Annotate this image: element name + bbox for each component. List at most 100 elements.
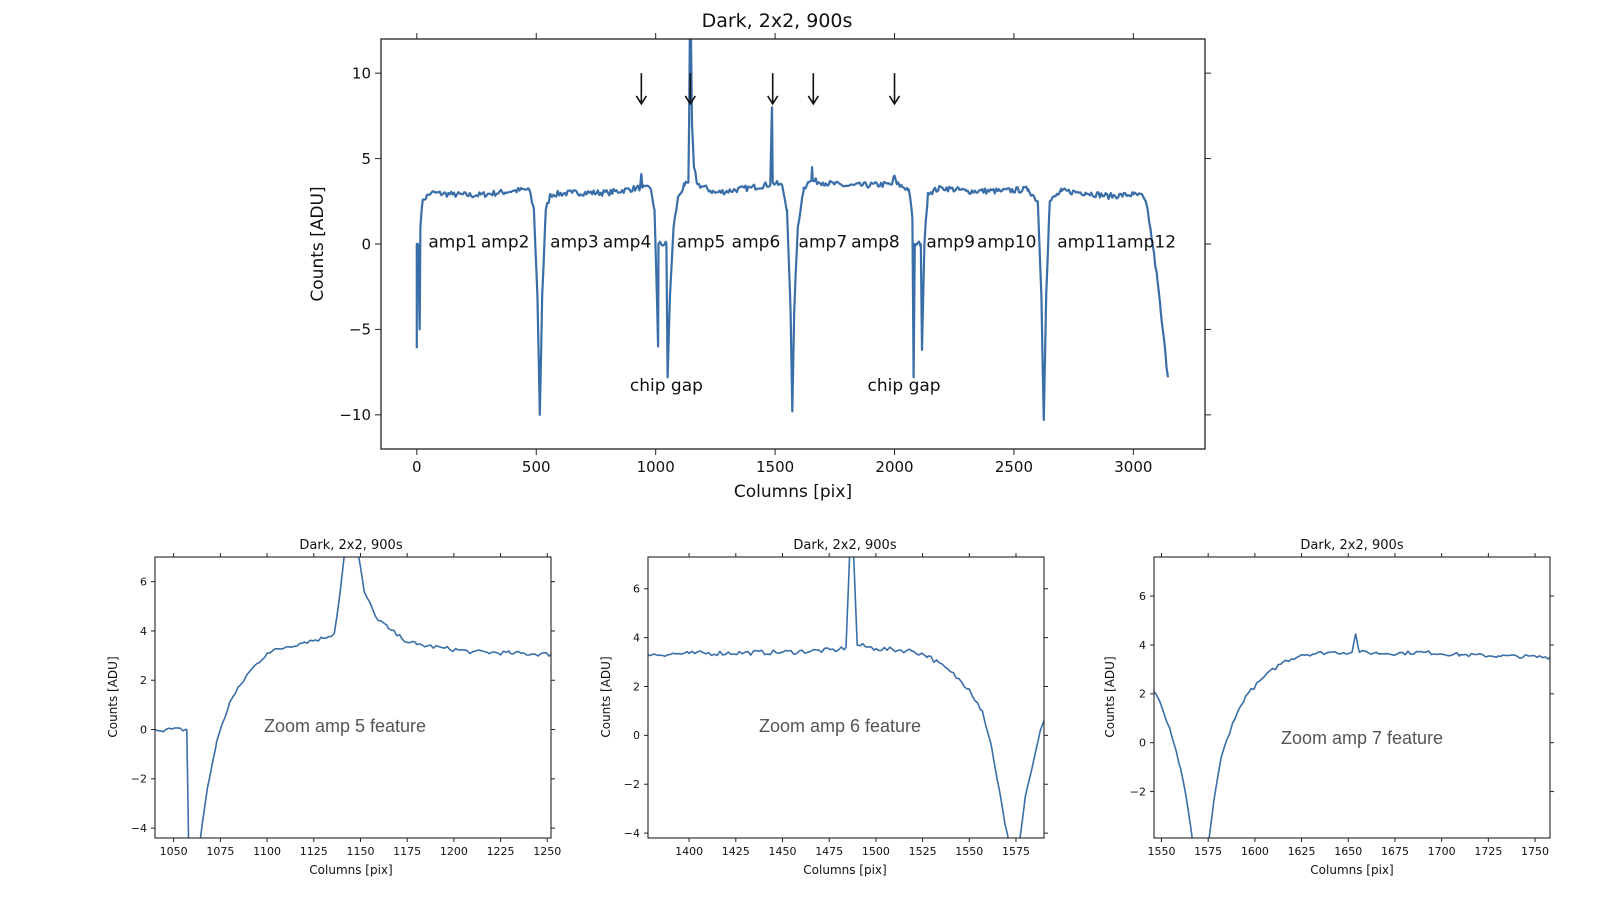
amp-label: amp8 (851, 232, 900, 252)
zoom7-series-line (1154, 633, 1550, 838)
zoom5-x-axis-label: Columns [pix] (309, 863, 392, 877)
zoom5-x-tick-label: 1125 (300, 845, 328, 858)
zoom7-x-tick-label: 1750 (1521, 845, 1549, 858)
zoom5-x-tick-label: 1075 (206, 845, 234, 858)
zoom7-x-tick-label: 1675 (1381, 845, 1409, 858)
zoom6-title: Dark, 2x2, 900s (793, 538, 896, 553)
zoom5-y-tick-label: 4 (140, 625, 147, 638)
zoom5-title: Dark, 2x2, 900s (299, 538, 402, 553)
zoom6-chart: Dark, 2x2, 900s 1400 1425 1450 1475 1500 1525… (599, 538, 1048, 877)
main-x-tick-label: 3000 (1114, 458, 1152, 476)
main-x-tick-label: 1000 (637, 458, 675, 476)
zoom6-x-tick-label: 1575 (1002, 845, 1030, 858)
amp-label: amp3 (550, 232, 599, 252)
amp-label: amp9 (926, 232, 975, 252)
zoom7-x-tick-label: 1700 (1428, 845, 1456, 858)
zoom6-y-tick-label: 0 (633, 729, 640, 742)
zoom5-y-tick-label: 0 (140, 723, 147, 736)
main-x-tick-label: 500 (522, 458, 551, 476)
zoom7-chart: Dark, 2x2, 900s 1550 1575 1600 1625 1650 1675… (1103, 538, 1554, 877)
zoom6-y-tick-label: 4 (633, 631, 640, 644)
zoom5-x-tick-label: 1050 (160, 845, 188, 858)
zoom6-y-axis-label: Counts [ADU] (599, 656, 613, 737)
zoom5-x-tick-label: 1100 (253, 845, 281, 858)
zoom6-y-tick-label: 2 (633, 680, 640, 693)
amp-label: amp5 (677, 232, 726, 252)
main-x-tick-label: 0 (412, 458, 422, 476)
arrow-head (888, 95, 901, 106)
main-x-axis-label: Columns [pix] (734, 482, 852, 502)
main-plot-frame (380, 38, 1206, 450)
zoom6-x-tick-label: 1400 (675, 845, 703, 858)
arrow-head (684, 95, 696, 106)
main-x-tick-label: 2000 (875, 458, 913, 476)
zoom7-x-tick-label: 1575 (1194, 845, 1222, 858)
chip-gap-label: chip gap (630, 376, 703, 396)
zoom5-y-axis-label: Counts [ADU] (106, 656, 120, 737)
main-title: Dark, 2x2, 900s (702, 10, 853, 32)
zoom7-x-tick-label: 1725 (1474, 845, 1502, 858)
zoom7-title: Dark, 2x2, 900s (1300, 538, 1403, 553)
zoom5-y-tick-label: −2 (131, 773, 147, 786)
zoom5-note: Zoom amp 5 feature (264, 716, 426, 736)
main-y-axis-label: Counts [ADU] (308, 186, 328, 301)
zoom6-note: Zoom amp 6 feature (759, 716, 921, 736)
main-x-tick-label: 2500 (995, 458, 1033, 476)
arrow-head (807, 95, 819, 106)
zoom6-y-tick-label: 6 (633, 583, 640, 596)
zoom5-x-tick-label: 1200 (440, 845, 468, 858)
zoom7-y-tick-label: 2 (1139, 688, 1146, 701)
arrow-head (635, 95, 648, 106)
amp-label: amp4 (603, 232, 652, 252)
main-series-line (415, 39, 1170, 422)
zoom5-x-tick-label: 1225 (487, 845, 515, 858)
amp-label: amp7 (799, 232, 848, 252)
zoom6-y-tick-label: −4 (624, 827, 640, 840)
zoom6-x-tick-label: 1450 (768, 845, 796, 858)
zoom6-y-tick-label: −2 (624, 778, 640, 791)
main-x-tick-label: 1500 (756, 458, 794, 476)
zoom5-chart: Dark, 2x2, 900s 1050 1075 1100 1125 1150 1175… (106, 538, 561, 877)
zoom7-plot-frame (1153, 556, 1551, 839)
zoom7-y-tick-label: 0 (1139, 737, 1146, 750)
zoom7-y-tick-label: −2 (1130, 785, 1146, 798)
chip-gap-label: chip gap (868, 376, 941, 396)
amp-label: amp2 (481, 232, 530, 252)
zoom5-y-tick-label: −4 (131, 822, 147, 835)
zoom6-x-tick-label: 1500 (862, 845, 890, 858)
zoom7-x-tick-label: 1650 (1334, 845, 1362, 858)
zoom7-y-tick-label: 4 (1139, 639, 1146, 652)
zoom6-x-tick-label: 1425 (722, 845, 750, 858)
zoom6-x-tick-label: 1550 (955, 845, 983, 858)
main-y-tick-label: 10 (352, 64, 371, 82)
zoom5-series-line (155, 557, 551, 838)
zoom7-y-tick-label: 6 (1139, 590, 1146, 603)
zoom5-y-tick-label: 6 (140, 575, 147, 588)
zoom7-x-tick-label: 1600 (1241, 845, 1269, 858)
zoom7-x-tick-label: 1625 (1288, 845, 1316, 858)
zoom5-x-tick-label: 1250 (533, 845, 561, 858)
main-y-tick-label: −5 (349, 321, 371, 339)
main-chart: Dark, 2x2, 900s 0 500 1000 1500 2000 2500 3000… (308, 10, 1211, 502)
zoom7-x-tick-label: 1550 (1147, 845, 1175, 858)
zoom6-x-axis-label: Columns [pix] (803, 863, 886, 877)
amp-label: amp1 (428, 232, 477, 252)
zoom5-x-tick-label: 1175 (393, 845, 421, 858)
zoom6-x-tick-label: 1475 (815, 845, 843, 858)
zoom5-x-tick-label: 1150 (346, 845, 374, 858)
zoom6-series-line (648, 557, 1044, 838)
zoom7-note: Zoom amp 7 feature (1281, 728, 1443, 748)
zoom5-y-tick-label: 2 (140, 674, 147, 687)
main-y-tick-label: 0 (361, 235, 371, 253)
zoom7-y-axis-label: Counts [ADU] (1103, 656, 1117, 737)
main-y-tick-label: 5 (361, 150, 371, 168)
zoom6-plot-frame (647, 556, 1045, 839)
main-y-tick-label: −10 (339, 406, 371, 424)
amp-label: amp11amp12 (1057, 232, 1176, 252)
amp-label: amp10 (977, 232, 1036, 252)
arrow-head (767, 95, 779, 106)
zoom6-x-tick-label: 1525 (909, 845, 937, 858)
amp-label: amp6 (732, 232, 781, 252)
zoom5-plot-frame (154, 556, 552, 839)
